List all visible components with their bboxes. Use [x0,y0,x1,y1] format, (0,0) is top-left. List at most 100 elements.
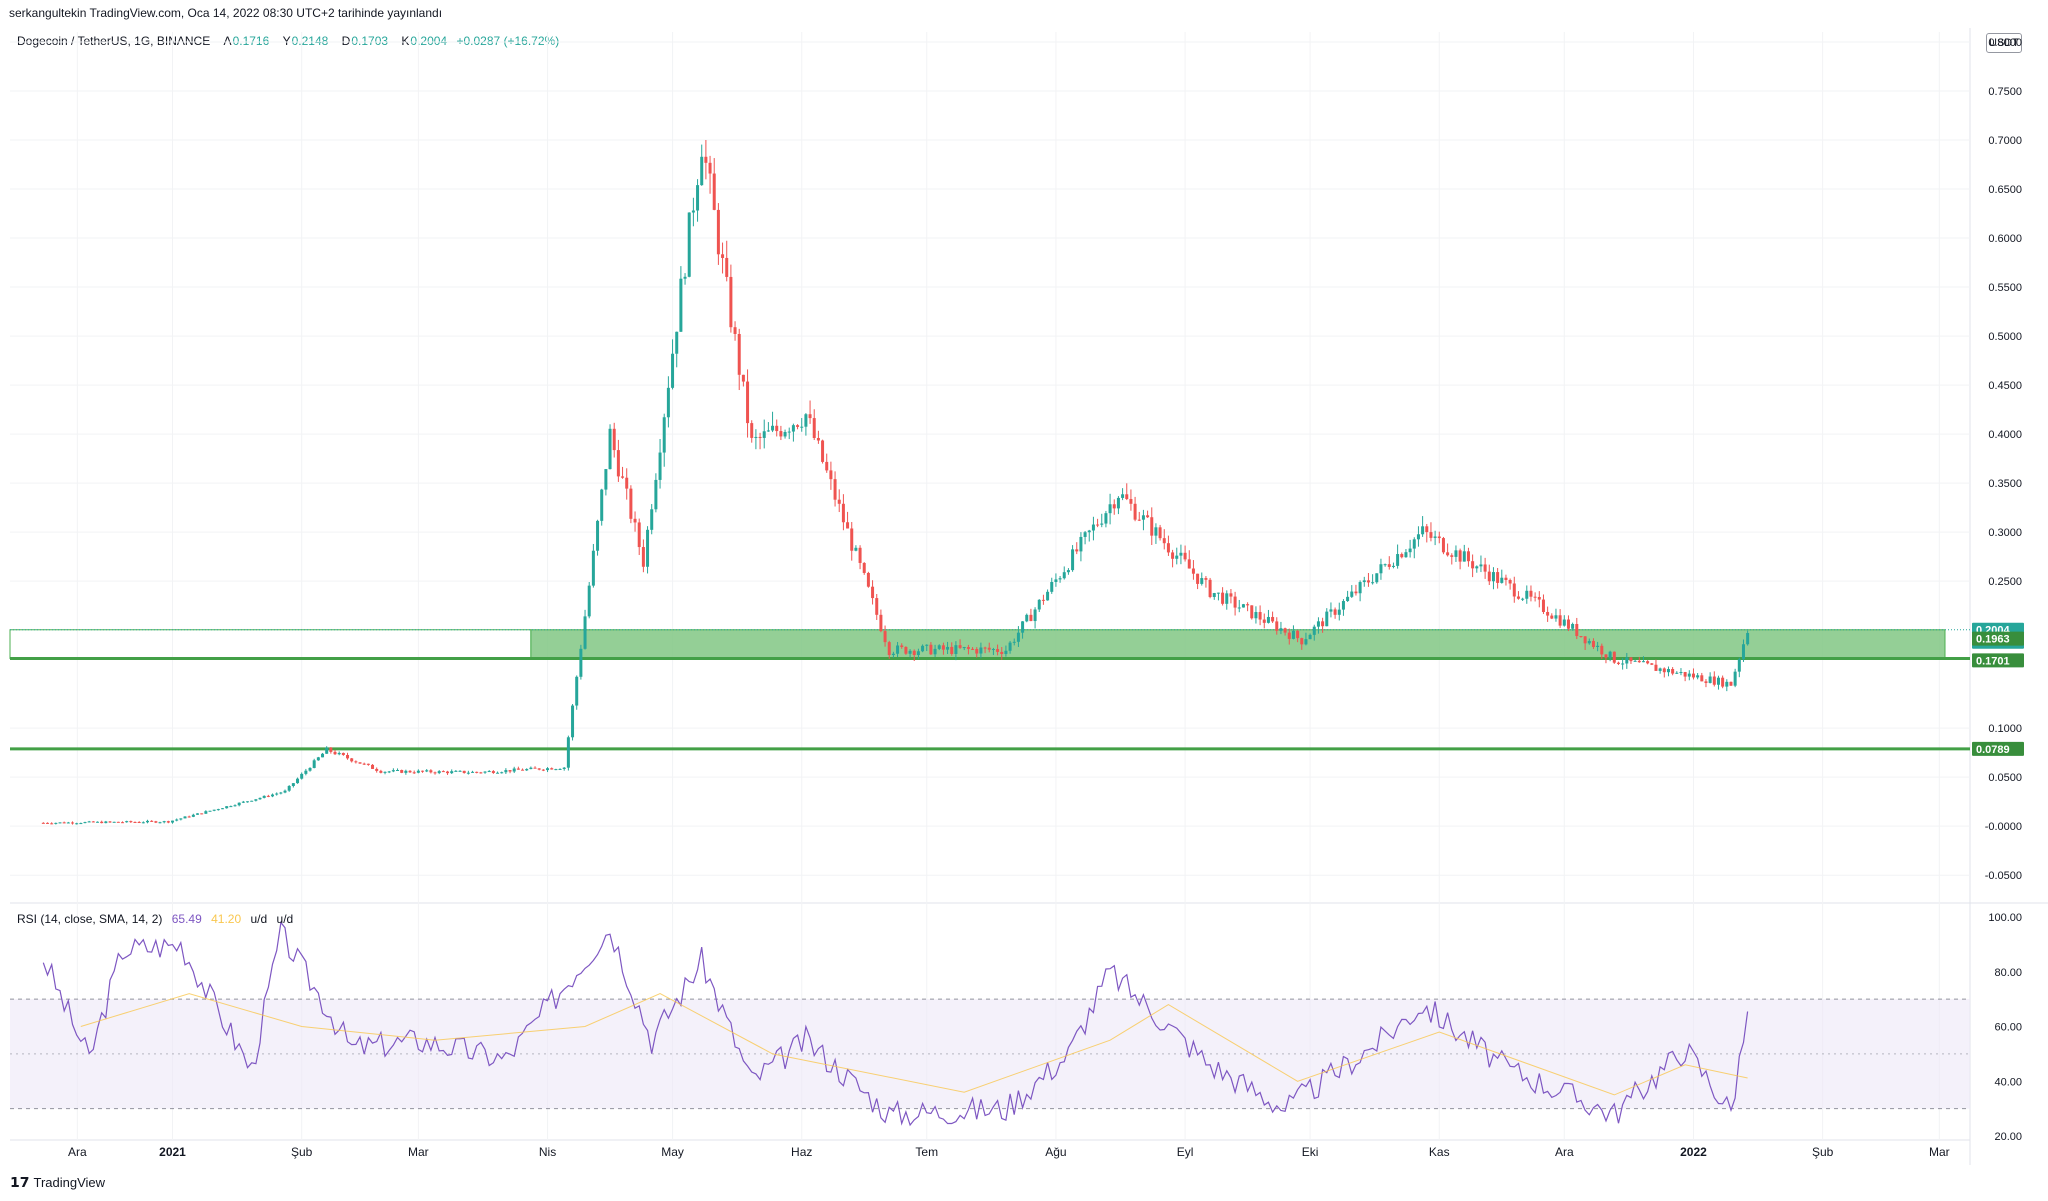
candle-body [1050,581,1054,592]
candle-body [1183,552,1187,560]
candle-body [696,185,700,211]
candle-body [62,822,66,824]
candle-body [1346,596,1350,602]
support-tag: 0.0789 [1976,744,2010,756]
candle-body [1221,592,1225,604]
time-tick-label: Şub [291,1145,313,1159]
candle-body [1487,571,1491,582]
price-tick-label: 0.8000 [1988,37,2022,49]
candle-body [825,461,829,471]
candle-body [475,771,479,773]
candle-body [846,522,850,529]
candle-body [216,809,220,811]
candle-body [950,646,954,654]
high-label: Y [282,34,291,48]
candle-body [1246,604,1250,606]
candle-body [1241,604,1245,608]
candle-body [858,547,862,563]
candle-body [1733,671,1737,686]
candle-body [375,768,379,771]
candle-body [75,823,79,825]
candle-body [571,705,575,738]
candle-body [154,821,158,823]
candle-body [237,802,241,806]
candle-body [1187,559,1191,569]
candle-body [116,821,120,823]
rsi-tick-label: 100.00 [1988,912,2022,924]
time-tick-label: Kas [1429,1145,1450,1159]
price-tick-label: 0.4500 [1988,380,2022,392]
candle-body [1229,593,1233,597]
candle-body [1287,632,1291,639]
candle-body [379,770,383,773]
candle-body [1116,497,1120,509]
candle-body [1571,623,1575,629]
candle-body [1712,676,1716,685]
candle-body [987,647,991,650]
candle-body [1450,555,1454,557]
candle-body [1691,673,1695,678]
candle-body [250,800,254,802]
candle-body [583,616,587,649]
candle-body [800,426,804,428]
symbol-name[interactable]: Dogecoin / TetherUS, 1G, BINANCE [17,34,211,48]
candle-body [1379,564,1383,574]
candle-body [1462,551,1466,562]
candle-body [1471,561,1475,569]
candle-body [975,649,979,654]
candle-body [221,808,225,810]
tradingview-logo[interactable]: 𝟭𝟳 TradingView [10,1174,105,1191]
candle-body [1475,566,1479,569]
currency-button[interactable]: USDT [1986,33,2022,53]
candle-body [1158,527,1162,539]
candle-body [1650,663,1654,665]
candle-body [1058,578,1062,580]
candle-body [791,425,795,432]
candle-body [1425,526,1429,533]
candle-body [666,387,670,418]
time-tick-label: 2022 [1680,1145,1707,1159]
open-label: A [223,34,232,48]
candle-body [204,811,208,814]
candle-body [1466,551,1470,562]
candle-body [725,257,729,277]
candle-body [1537,596,1541,600]
candle-body [579,648,583,677]
candle-body [1271,616,1275,622]
candle-body [958,645,962,648]
candle-body [887,642,891,656]
candle-body [741,374,745,382]
candle-body [1429,532,1433,538]
candle-body [1400,554,1404,558]
candle-body [325,747,329,754]
candle-body [1254,612,1258,619]
candle-body [766,430,770,432]
candle-body [208,810,212,812]
axes-group: 0.8000 0.7500 0.7000 0.6500 0.6000 0.5500 0.50… [68,37,2022,1159]
price-tick-label: -0.0000 [1985,821,2022,833]
candle-body [350,758,354,762]
tradingview-brand: TradingView [33,1175,106,1190]
candle-body [104,821,108,824]
candle-body [1212,593,1216,597]
zone-left-outline [9,629,532,659]
candle-body [1087,530,1091,533]
rsi-extra-1: u/d [250,912,268,926]
candle-body [658,452,662,480]
candle-body [1446,552,1450,556]
candle-body [437,771,441,774]
candle-body [721,254,725,258]
candle-body [516,768,520,770]
candle-body [1396,554,1400,566]
candle-body [625,477,629,489]
price-tick-label: 0.0500 [1988,772,2022,784]
candle-body [912,650,916,656]
candle-body [504,770,508,773]
price-tick-label: 0.3500 [1988,478,2022,490]
candle-body [1279,628,1283,631]
rsi-title[interactable]: RSI (14, close, SMA, 14, 2) [17,912,163,926]
candle-body [1575,623,1579,637]
candle-body [308,767,312,771]
candle-body [737,333,741,375]
